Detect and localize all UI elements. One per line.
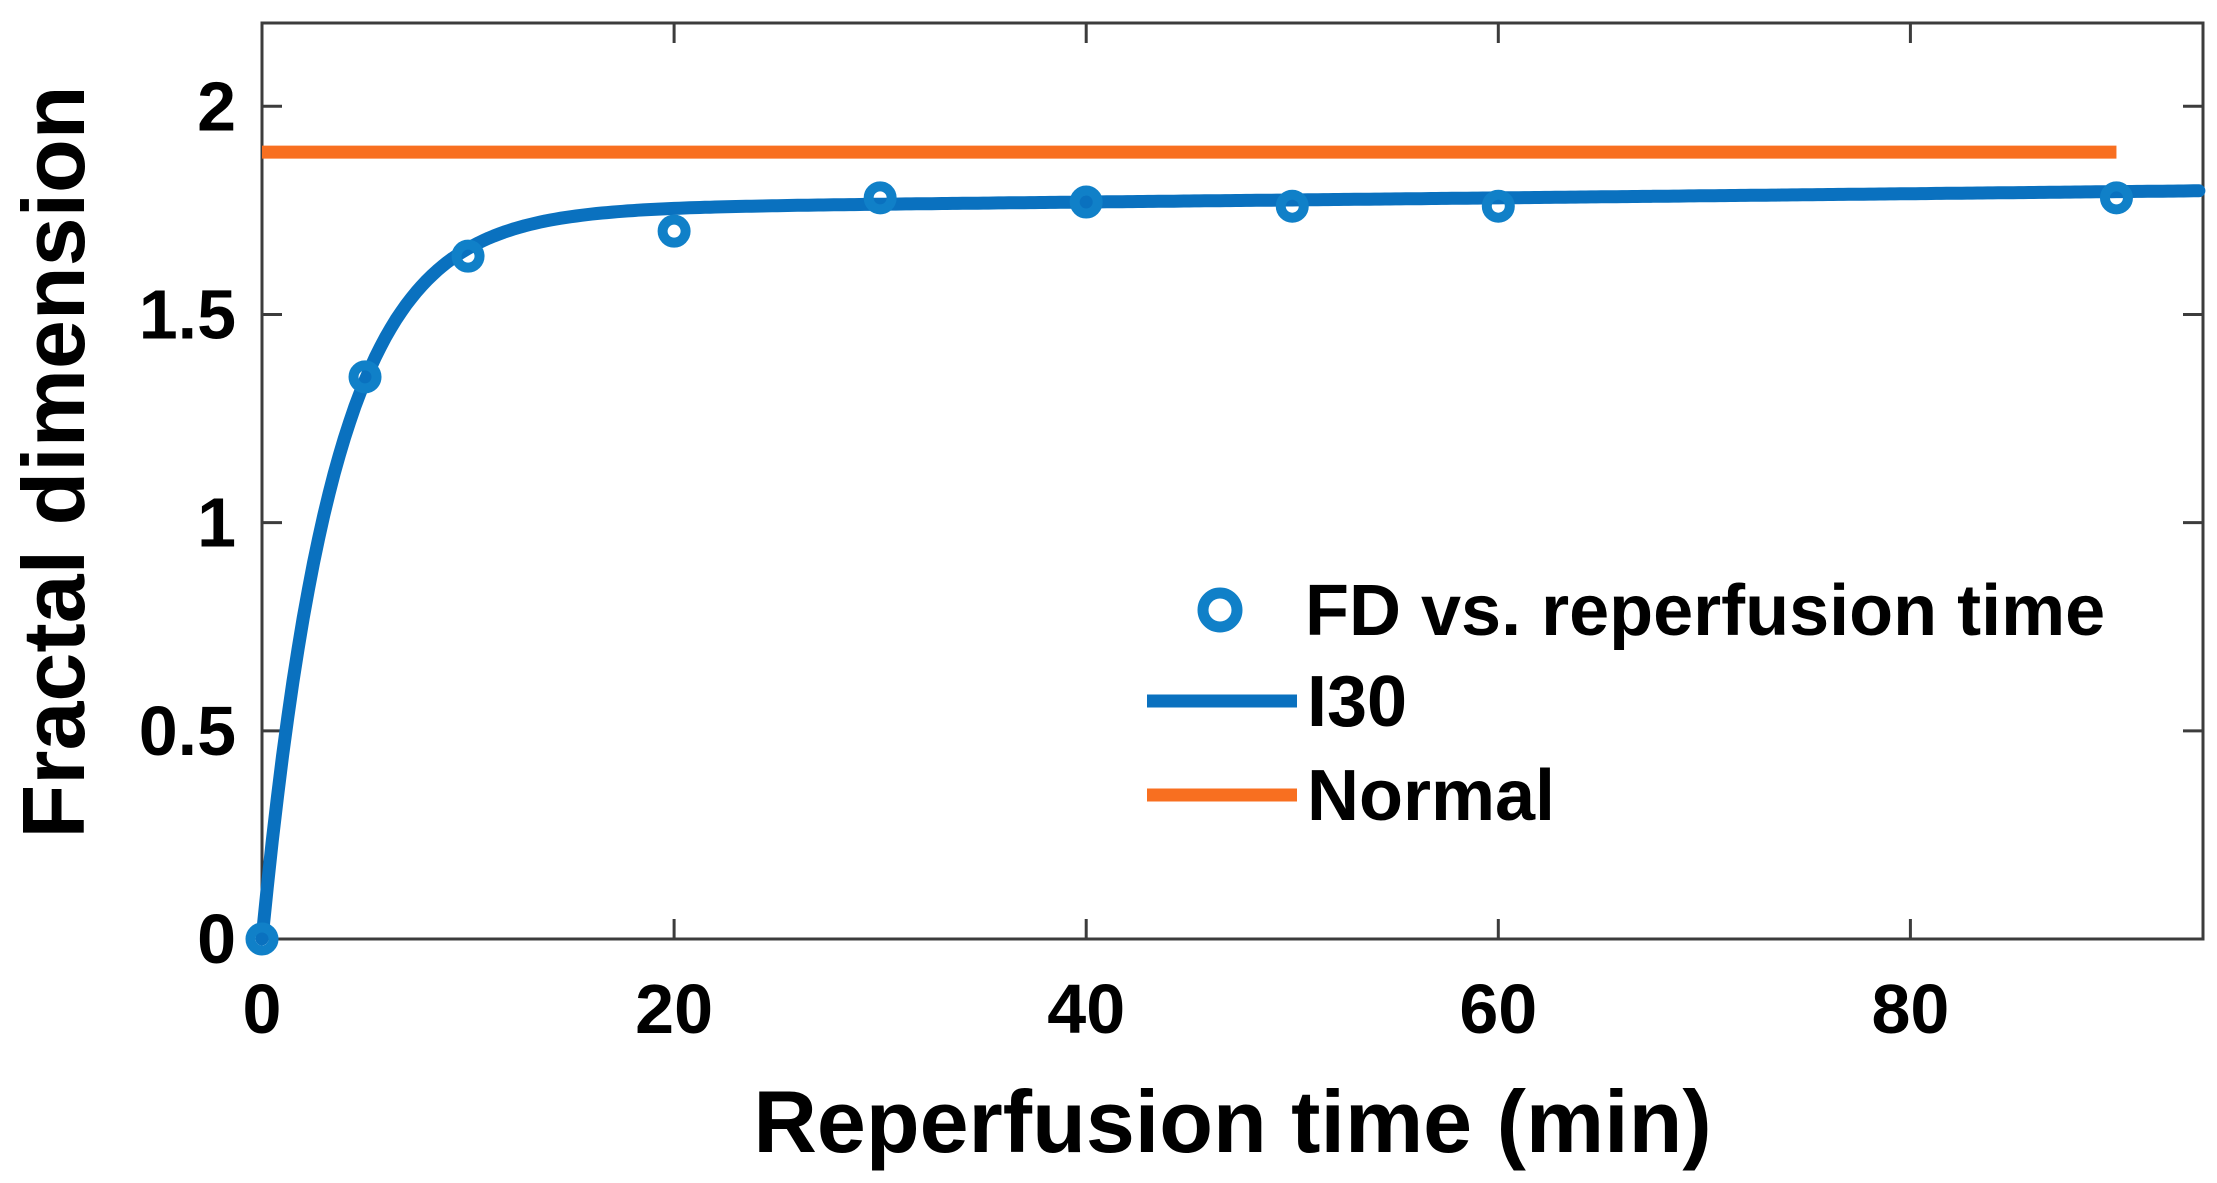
x-tick-label: 60: [1459, 970, 1537, 1048]
data-point: [1275, 189, 1309, 223]
y-tick-label: 0.5: [139, 692, 236, 770]
legend-marker-circle-icon: [1197, 587, 1243, 633]
y-axis-label: Fractal dimension: [4, 85, 103, 838]
data-point: [1481, 189, 1515, 223]
data-point: [1069, 185, 1103, 219]
y-tick-label: 1.5: [139, 275, 236, 353]
legend-label-fd: FD vs. reperfusion time: [1305, 571, 2105, 651]
data-point: [451, 239, 485, 273]
data-point: [2099, 181, 2133, 215]
data-point: [863, 181, 897, 215]
x-axis-label: Reperfusion time (min): [753, 1072, 1711, 1171]
x-tick-label: 20: [635, 970, 713, 1048]
x-tick-label: 80: [1871, 970, 1949, 1048]
y-tick-label: 2: [197, 67, 236, 145]
y-tick-label: 0: [197, 900, 236, 978]
legend-label-normal: Normal: [1307, 756, 1555, 836]
y-tick-label: 1: [197, 484, 236, 562]
plot-box: [260, 21, 2205, 941]
data-point: [348, 360, 382, 394]
data-point: [657, 214, 691, 248]
x-tick-label: 0: [243, 970, 282, 1048]
x-tick-label: 40: [1047, 970, 1125, 1048]
data-point: [245, 922, 279, 956]
legend: FD vs. reperfusion time I30 Normal: [1147, 571, 2105, 836]
legend-label-i30: I30: [1307, 662, 1407, 742]
fit-line-i30: [255, 184, 2206, 946]
